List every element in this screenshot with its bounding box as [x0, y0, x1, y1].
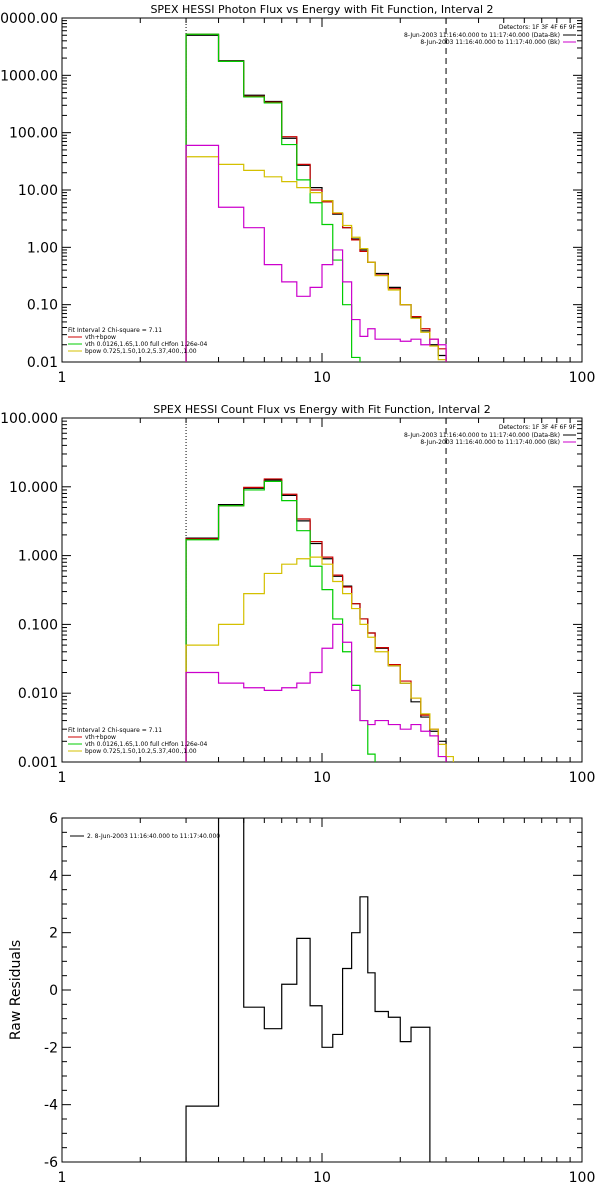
legend-left-entry-label: vth+bpow: [85, 734, 116, 741]
y-tick-label: 4: [49, 868, 58, 884]
y-tick-label: 1.00: [27, 240, 58, 256]
x-tick-label: 1: [58, 770, 67, 786]
series-line-4: [185, 623, 447, 762]
y-tick-label: 0.100: [18, 617, 58, 633]
y-tick-label: 1.000: [18, 549, 58, 565]
legend-right-entry-label: 8-Jun-2003 11:16:40.000 to 11:17:40.000 …: [420, 39, 560, 46]
legend-left-entry-label: 2. 8-Jun-2003 11:16:40.000 to 11:17:40.0…: [87, 833, 220, 840]
chart-panel-1: SPEX HESSI Photon Flux vs Energy with Fi…: [0, 3, 595, 386]
legend-right-header: Detectors: 1F 3F 4F 6F 9F: [499, 24, 577, 31]
y-tick-label: 100.00: [9, 126, 58, 142]
y-tick-label: 0: [49, 983, 58, 999]
series-line-3: [185, 556, 454, 762]
y-tick-label: 1000.00: [0, 68, 58, 84]
y-tick-label: 10.000: [9, 480, 58, 496]
legend-left-entry-label: bpow 0.725,1.50,10.2,5.37,400.,1.00: [85, 348, 197, 355]
series-group: [185, 818, 431, 1162]
series-line-1: [185, 478, 447, 762]
legend-right-header: Detectors: 1F 3F 4F 6F 9F: [499, 424, 577, 431]
y-tick-label: 2: [49, 926, 58, 942]
x-tick-label: 1: [58, 370, 67, 386]
legend-right-entry-label: 8-Jun-2003 11:16:40.000 to 11:17:40.000 …: [404, 32, 560, 39]
x-tick-label: 1: [58, 1170, 67, 1186]
legend-right-entry-label: 8-Jun-2003 11:16:40.000 to 11:17:40.000 …: [420, 439, 560, 446]
legend-left-entry-label: bpow 0.725,1.50,10.2,5.37,400.,1.00: [85, 748, 197, 755]
legend-right-entry-label: 8-Jun-2003 11:16:40.000 to 11:17:40.000 …: [404, 432, 560, 439]
x-tick-label: 10: [313, 1170, 331, 1186]
plot-frame: [61, 817, 583, 1163]
series-line-0: [185, 818, 431, 1162]
x-tick-label: 100: [569, 770, 596, 786]
x-tick-label: 100: [569, 1170, 596, 1186]
series-group: [185, 33, 447, 362]
series-group: [185, 478, 454, 762]
x-tick-label: 10: [313, 770, 331, 786]
x-tick-label: 100: [569, 370, 596, 386]
legend-left-entry-label: vth 0.0126,1.65,1.00 full cHfon 1.26e-04: [85, 341, 208, 348]
x-tick-label: 10: [313, 370, 331, 386]
y-tick-label: 0.010: [18, 686, 58, 702]
y-tick-label: 0.10: [27, 298, 58, 314]
chart-panel-3: 1 10 100 6 4 2 0 -2 -4 -6 Raw Residuals 2. 8-Jun-20…: [8, 811, 595, 1186]
series-line-2: [185, 33, 361, 362]
y-tick-label: -4: [44, 1098, 58, 1114]
y-tick-label: -2: [44, 1040, 58, 1056]
y-axis-label: Raw Residuals: [8, 940, 24, 1040]
series-line-3: [185, 156, 447, 362]
chart-panel-2: SPEX HESSI Count Flux vs Energy with Fit…: [0, 403, 595, 786]
series-line-2: [185, 480, 376, 762]
y-tick-label: 0.01: [27, 355, 58, 371]
y-tick-label: 0.001: [18, 755, 58, 771]
legend-left-header: Fit Interval 2 Chi-square = 7.11: [68, 327, 162, 334]
y-tick-label: 10.00: [18, 183, 58, 199]
series-line-4: [185, 144, 447, 362]
legend-left-entry-label: vth+bpow: [85, 334, 116, 341]
y-tick-label: 6: [49, 811, 58, 827]
chart-title: SPEX HESSI Photon Flux vs Energy with Fi…: [150, 3, 493, 16]
legend-left-header: Fit Interval 2 Chi-square = 7.11: [68, 727, 162, 734]
y-tick-label: -6: [44, 1155, 58, 1171]
y-tick-label: 100.000: [0, 411, 58, 427]
chart-title: SPEX HESSI Count Flux vs Energy with Fit…: [153, 403, 490, 416]
series-line-0: [185, 34, 447, 362]
series-line-0: [185, 479, 447, 762]
legend-left-entry-label: vth 0.0126,1.65,1.00 full cHfon 1.26e-04: [85, 741, 208, 748]
